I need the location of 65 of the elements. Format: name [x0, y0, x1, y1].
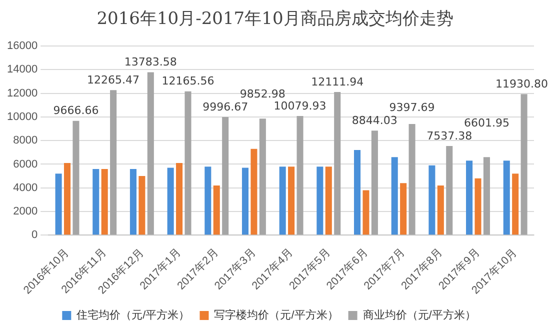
bar: [354, 150, 361, 235]
data-label: 9852.98: [240, 87, 286, 100]
bar: [325, 166, 332, 235]
bar: [138, 176, 146, 235]
data-label: 9996.67: [202, 100, 248, 114]
bar: [400, 183, 407, 235]
data-label: 9397.69: [389, 100, 435, 114]
bar: [503, 160, 510, 235]
bar: [474, 178, 482, 235]
bar: [334, 92, 341, 235]
bar: [437, 186, 444, 235]
bar: [101, 168, 108, 235]
y-tick-label: 16000: [6, 40, 38, 52]
y-tick-label: 6000: [13, 158, 38, 170]
bar: [130, 168, 136, 235]
data-label: 10079.93: [274, 99, 326, 112]
bar: [55, 174, 62, 235]
legend-label: 住宅均价（元/平方米）: [76, 308, 190, 322]
y-tick-label: 2000: [13, 206, 38, 218]
bar: [279, 166, 286, 235]
data-label: 11930.80: [496, 77, 548, 90]
bar: [184, 91, 192, 235]
data-label: 12165.56: [162, 74, 214, 88]
bar: [428, 165, 436, 235]
y-tick-label: 4000: [13, 182, 38, 194]
bar: [316, 166, 324, 235]
bar: [446, 146, 453, 235]
y-tick-label: 0: [31, 229, 38, 242]
bar: [242, 168, 249, 235]
data-label: 8844.03: [352, 114, 398, 127]
bar: [213, 186, 220, 235]
bar: [64, 163, 71, 235]
data-label: 13783.58: [124, 56, 177, 69]
bar: [466, 160, 473, 235]
bar: [371, 130, 378, 235]
bar: [204, 166, 212, 235]
legend-label: 商业均价（元/平方米）: [362, 308, 476, 322]
bar: [250, 148, 258, 235]
bar: [176, 163, 183, 235]
bar: [391, 157, 398, 235]
bar: [167, 168, 174, 235]
bar: [296, 116, 304, 235]
y-tick-label: 8000: [13, 134, 38, 147]
bar: [512, 174, 519, 235]
chart-title: 2016年10月-2017年10月商品房成交均价走势: [96, 8, 454, 31]
data-label: 12265.47: [87, 74, 140, 87]
legend-label: 写字楼均价（元/平方米）: [214, 308, 338, 322]
bar: [362, 190, 370, 235]
bar: [483, 157, 490, 235]
bar: [259, 118, 266, 235]
bar: [72, 120, 80, 235]
bar: [110, 90, 117, 235]
bar: [92, 168, 100, 235]
y-tick-label: 14000: [6, 64, 38, 76]
y-tick-label: 12000: [6, 87, 38, 100]
bar: [408, 124, 416, 235]
y-tick-label: 10000: [6, 110, 38, 123]
bar: [222, 116, 229, 235]
bar: [520, 94, 528, 235]
data-label: 12111.94: [311, 75, 364, 88]
data-label: 9666.66: [53, 104, 99, 118]
data-label: 7537.38: [426, 129, 472, 142]
bar: [288, 166, 295, 235]
data-label: 6601.95: [464, 116, 510, 130]
bar: [147, 72, 154, 235]
